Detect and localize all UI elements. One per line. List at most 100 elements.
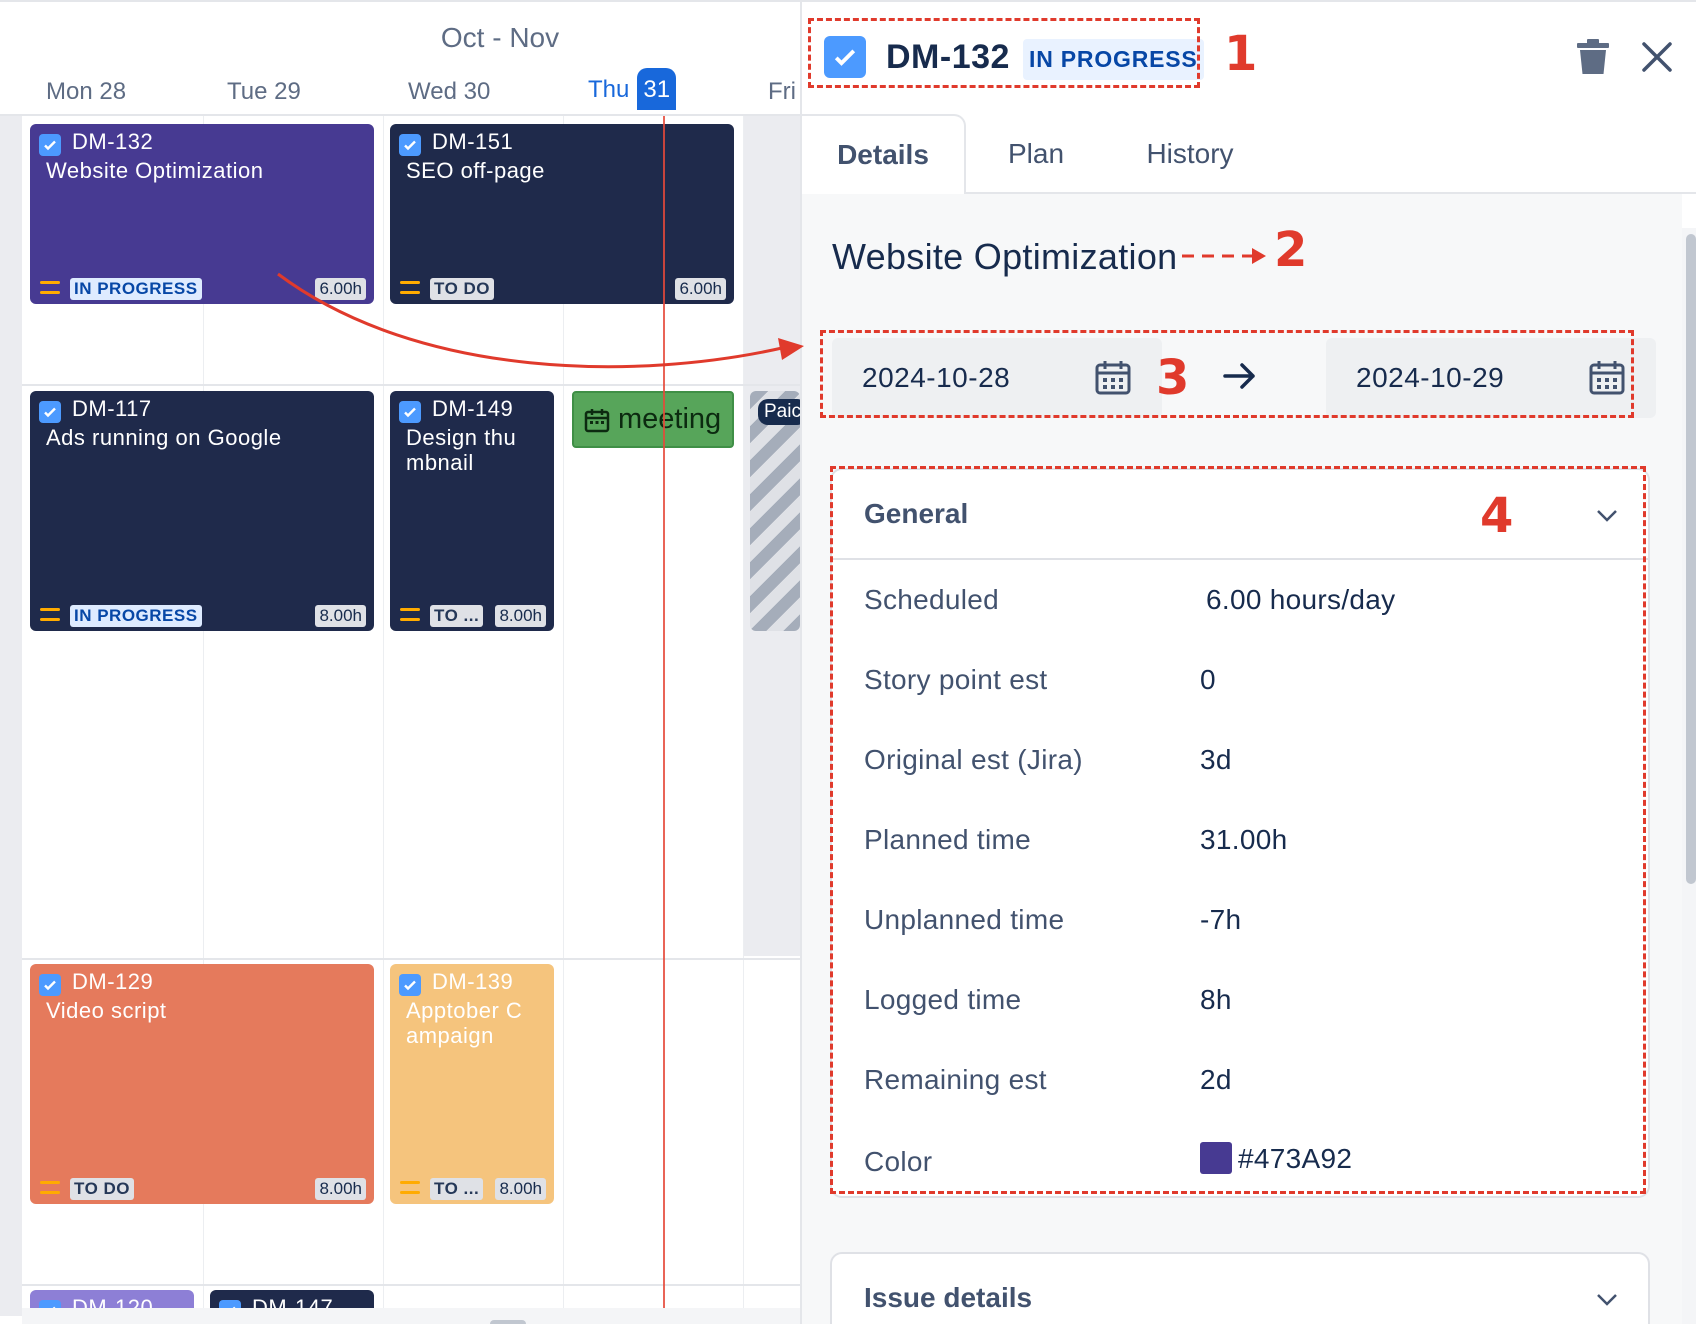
task-card-dm-139[interactable]: DM-139 Apptober C ampaign TO ... 8.00h [390, 964, 554, 1204]
annotation-number-1: 1 [1224, 26, 1258, 82]
calendar-icon[interactable] [1588, 358, 1626, 396]
chevron-down-icon[interactable] [1594, 502, 1620, 528]
task-card-dm-149[interactable]: DM-149 Design thu mbnail TO ... 8.00h [390, 391, 554, 631]
start-date-field[interactable]: 2024-10-28 [832, 338, 1162, 418]
card-title: Ads running on Google [46, 425, 282, 450]
issue-type-task-icon [824, 36, 866, 78]
start-date-value: 2024-10-28 [862, 362, 1011, 393]
issue-detail-panel: DM-132 IN PROGRESS Details Plan History … [800, 0, 1696, 1324]
card-title: Video script [46, 998, 167, 1023]
status-badge: TO ... [430, 605, 484, 627]
scrollbar-thumb[interactable] [1686, 234, 1696, 884]
day-header-fri: Fri [768, 78, 796, 105]
card-key: DM-117 [72, 396, 152, 421]
calendar-icon [584, 408, 610, 432]
field-value-color[interactable]: #473A92 [1200, 1142, 1352, 1175]
row-divider [22, 958, 800, 960]
end-date-field[interactable]: 2024-10-29 [1326, 338, 1656, 418]
hours-badge: 8.00h [495, 605, 546, 627]
priority-medium-icon [400, 608, 420, 621]
card-key: DM-151 [432, 129, 514, 154]
today-date-badge: 31 [637, 68, 677, 110]
card-key: DM-139 [432, 969, 514, 994]
field-label: Scheduled [864, 584, 1000, 615]
calendar-icon[interactable] [1094, 358, 1132, 396]
field-value-planned-time: 31.00h [1200, 824, 1288, 855]
general-section: General Scheduled 6.00 hours/day Story p… [830, 468, 1650, 1198]
arrow-right-icon [1223, 363, 1255, 389]
card-key: DM-129 [72, 969, 154, 994]
status-badge[interactable]: IN PROGRESS [1023, 39, 1204, 80]
priority-medium-icon [40, 1181, 60, 1194]
current-time-line [663, 116, 665, 1312]
task-card-dm-117[interactable]: DM-117 Ads running on Google IN PROGRESS… [30, 391, 374, 631]
hours-badge: 8.00h [315, 1178, 366, 1200]
end-date-value: 2024-10-29 [1356, 362, 1505, 393]
tab-details[interactable]: Details [802, 114, 966, 196]
day-header-wed: Wed 30 [408, 78, 491, 105]
row-divider [22, 1284, 800, 1286]
color-hex: #473A92 [1238, 1143, 1353, 1174]
issue-type-task-icon [39, 401, 61, 423]
column-divider [563, 116, 564, 1316]
general-section-header[interactable]: General [832, 470, 1648, 560]
calendar-view: Oct - Nov Mon 28 Tue 29 Wed 30 Thu 31 Fri… [0, 0, 800, 1324]
tab-history[interactable]: History [1146, 138, 1234, 169]
field-label: Remaining est [864, 1064, 1047, 1095]
hours-badge: 8.00h [315, 605, 366, 627]
trash-icon[interactable] [1574, 36, 1612, 76]
task-card-dm-132[interactable]: DM-132 Website Optimization IN PROGRESS … [30, 124, 374, 304]
card-key: DM-132 [72, 129, 154, 154]
card-title: SEO off-page [406, 158, 545, 183]
field-value-logged-time: 8h [1200, 984, 1232, 1015]
issue-type-task-icon [39, 974, 61, 996]
field-label: Original est (Jira) [864, 744, 1083, 775]
field-value-scheduled[interactable]: 6.00 hours/day [1206, 584, 1396, 615]
header-divider [0, 114, 800, 116]
card-title: Apptober C ampaign [406, 998, 523, 1048]
issue-summary[interactable]: Website Optimization [832, 236, 1178, 277]
chevron-down-icon[interactable] [1594, 1286, 1620, 1312]
color-swatch[interactable] [1200, 1142, 1232, 1174]
issue-type-task-icon [399, 401, 421, 423]
row-gutter [0, 116, 22, 1316]
meeting-event[interactable]: meeting [572, 391, 734, 448]
field-value-remaining-est[interactable]: 2d [1200, 1064, 1232, 1095]
task-card-dm-151[interactable]: DM-151 SEO off-page TO DO 6.00h [390, 124, 734, 304]
status-badge: TO DO [70, 1178, 135, 1200]
annotation-box-3 [820, 330, 1634, 418]
issue-details-section: Issue details [830, 1252, 1650, 1324]
scrollbar-thumb[interactable] [490, 1320, 526, 1324]
field-value-original-est[interactable]: 3d [1200, 744, 1232, 775]
field-label: Planned time [864, 824, 1032, 855]
annotation-number-4: 4 [1480, 488, 1514, 544]
vertical-scrollbar[interactable] [1682, 228, 1696, 1324]
issue-type-task-icon [39, 134, 61, 156]
tab-plan[interactable]: Plan [1007, 138, 1065, 169]
issue-key[interactable]: DM-132 [886, 38, 1010, 76]
hours-badge: 6.00h [315, 278, 366, 300]
annotation-number-3: 3 [1156, 350, 1190, 406]
priority-medium-icon [40, 281, 60, 294]
close-icon[interactable] [1638, 38, 1676, 76]
field-value-story-points[interactable]: 0 [1200, 664, 1216, 695]
field-label: Color [864, 1146, 933, 1177]
column-divider [743, 116, 744, 1316]
status-badge: IN PROGRESS [70, 278, 202, 300]
status-badge: TO DO [430, 278, 495, 300]
field-label: Story point est [864, 664, 1048, 695]
priority-medium-icon [400, 1181, 420, 1194]
horizontal-scrollbar[interactable] [22, 1308, 800, 1324]
field-label: Unplanned time [864, 904, 1065, 935]
annotation-number-2: 2 [1274, 222, 1308, 278]
row-divider [22, 384, 800, 386]
annotation-box-1 [808, 18, 1200, 88]
issue-details-header[interactable]: Issue details [832, 1254, 1648, 1324]
column-divider [203, 116, 204, 1316]
field-value-unplanned-time: -7h [1200, 904, 1242, 935]
task-card-dm-129[interactable]: DM-129 Video script TO DO 8.00h [30, 964, 374, 1204]
partial-event-card[interactable]: Paic [750, 391, 800, 631]
status-badge: IN PROGRESS [70, 605, 202, 627]
event-label: Paic [758, 399, 800, 425]
column-divider [383, 116, 384, 1316]
